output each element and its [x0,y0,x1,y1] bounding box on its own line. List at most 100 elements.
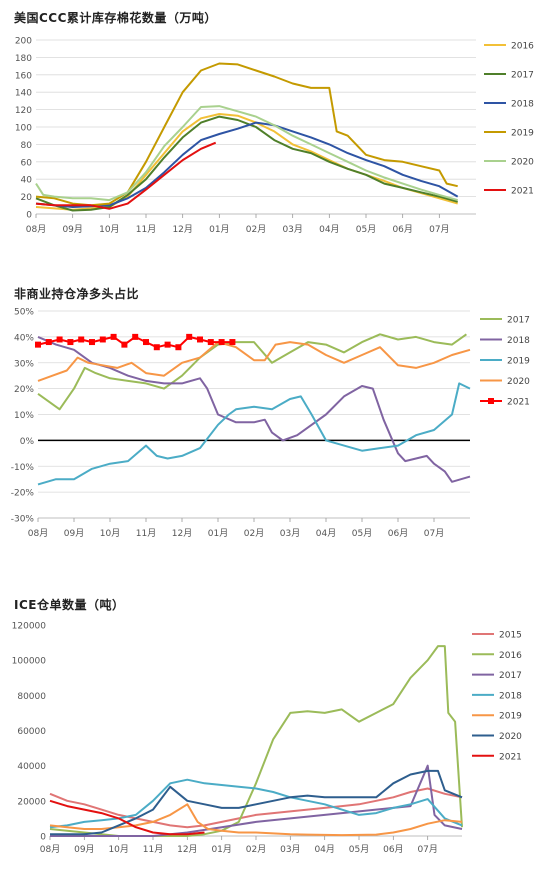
legend-marker [488,398,494,404]
data-point-2021 [67,339,74,346]
x-tick-label: 09月 [62,224,82,235]
y-tick-label: 30% [14,359,34,369]
data-point-2021 [99,336,106,343]
y-tick-label: 160 [15,71,32,81]
legend-label: 2019 [511,129,534,139]
x-tick-label: 09月 [74,844,94,855]
x-tick-label: 07月 [424,528,444,539]
y-tick-label: 120000 [12,622,47,632]
x-tick-label: 12月 [177,844,197,855]
data-point-2021 [110,333,117,340]
x-tick-label: 06月 [388,528,408,539]
y-tick-label: 40 [21,176,33,186]
x-tick-label: 01月 [211,844,231,855]
series-line-2015 [49,787,463,829]
ice-warrant-panel: ICE仓单数量（吨） 0 20000 40000 60000 80000 100000 12… [0,590,553,871]
x-tick-label: 07月 [429,224,449,235]
x-tick-label: 05月 [352,528,372,539]
x-tick-label: 08月 [40,844,60,855]
chart-title: ICE仓单数量（吨） [14,598,125,612]
y-tick-label: 200 [15,37,32,47]
x-tick-label: 12月 [172,528,192,539]
y-tick-label: 60000 [17,727,46,737]
legend-label: 2017 [511,71,534,81]
legend-label: 2019 [507,357,530,367]
y-tick-label: 120 [15,106,32,116]
data-point-2021 [78,336,85,343]
x-tick-label: 02月 [246,224,266,235]
data-point-2021 [56,336,63,343]
y-tick-label: 40000 [17,762,46,772]
chart-title: 美国CCC累计库存棉花数量（万吨） [14,11,217,25]
x-tick-label: 06月 [383,844,403,855]
data-point-2021 [229,339,236,346]
legend-label: 2021 [507,398,530,408]
series-line-2019 [49,803,463,837]
net-long-chart: -30% -20% -10% 0% 10% 20% 30% 40% 50% 08月 09月 10月 11… [11,308,530,540]
x-tick-label: 03月 [280,528,300,539]
x-tick-label: 01月 [208,528,228,539]
y-tick-label: 80 [21,141,33,151]
data-point-2021 [89,339,95,346]
x-tick-label: 08月 [26,224,46,235]
legend-label: 2016 [499,651,522,661]
series-line-2017 [37,333,467,411]
ice-warrant-chart: 0 20000 40000 60000 80000 100000 120000 08月 09月 1… [12,622,523,856]
legend-label: 2019 [499,712,522,722]
legend-label: 2018 [511,100,534,110]
data-point-2021 [121,341,128,348]
data-point-2021 [45,339,52,346]
data-point-2021 [132,333,139,340]
y-tick-label: 10% [14,411,34,421]
net-long-panel: 非商业持仓净多头占比 -30% -20% -10% 0% 10% 20% 30% 40% 50%… [0,278,553,548]
data-point-2021 [164,341,171,348]
data-point-2021 [186,333,193,340]
x-tick-label: 12月 [172,224,192,235]
legend-label: 2018 [499,691,522,701]
series-line-2016 [35,113,458,211]
ccc-stock-chart: 0 20 40 60 80 100 120 140 160 180 200 08月 09月 10月 11月 1… [15,37,534,236]
series-line-2018 [35,121,459,208]
legend-label: 2020 [511,158,534,168]
series-line-2018 [37,335,471,483]
x-tick-label: 08月 [28,528,48,539]
y-tick-label: 50% [14,308,34,318]
series-line-2020 [50,769,463,836]
y-tick-label: 40% [14,333,34,343]
y-tick-label: 20% [14,385,34,395]
x-tick-label: 11月 [136,528,156,539]
data-point-2021 [218,339,225,346]
y-tick-label: 0% [20,437,35,447]
legend-label: 2017 [507,316,530,326]
x-tick-label: 05月 [349,844,369,855]
series-line-2021 [35,141,217,210]
data-point-2021 [175,344,182,351]
data-point-2021 [153,344,160,351]
legend-label: 2021 [511,187,534,197]
legend-label: 2018 [507,336,530,346]
y-tick-label: 80000 [17,692,46,702]
y-tick-label: -20% [11,489,35,499]
series-line-2019 [35,62,458,207]
legend-label: 2015 [499,631,522,641]
data-point-2021 [35,341,41,348]
y-tick-label: 60 [21,158,33,168]
series-line-2021 [49,799,205,836]
legend-label: 2021 [499,752,522,762]
series-line-2019 [37,382,471,486]
y-tick-label: -30% [11,515,35,525]
series-line-2017 [50,764,463,837]
x-tick-label: 06月 [392,224,412,235]
y-tick-label: 0 [40,833,46,843]
x-tick-label: 05月 [356,224,376,235]
chart-title: 非商业持仓净多头占比 [14,287,140,301]
legend-label: 2020 [507,377,530,387]
x-tick-label: 10月 [108,844,128,855]
legend-label: 2020 [499,732,522,742]
x-tick-label: 11月 [136,224,156,235]
x-tick-label: 10月 [99,224,119,235]
data-point-2021 [143,339,149,346]
x-tick-label: 03月 [282,224,302,235]
data-point-2021 [197,336,203,343]
y-tick-label: 0 [26,211,32,221]
